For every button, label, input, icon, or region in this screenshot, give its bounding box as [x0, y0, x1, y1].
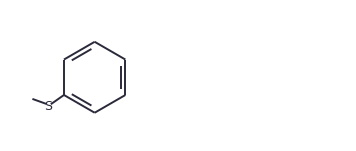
Text: S: S	[44, 100, 52, 113]
